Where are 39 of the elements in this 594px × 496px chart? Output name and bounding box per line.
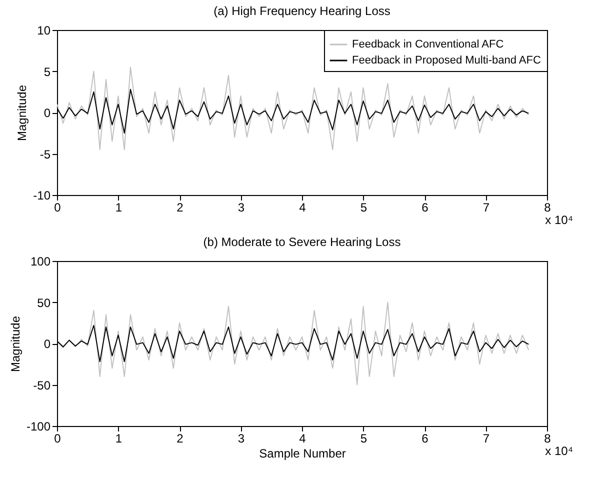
y-tick-label: 5 <box>44 64 51 79</box>
x-tick-label: 4 <box>299 200 306 214</box>
y-axis-title: Magnitude <box>15 84 30 142</box>
y-tick-label: 0 <box>44 106 51 120</box>
x-tick-label: 2 <box>176 432 184 446</box>
y-tick-label: 10 <box>37 24 51 38</box>
x-tick-label: 7 <box>482 432 490 446</box>
chart-title: (b) Moderate to Severe Hearing Loss <box>203 235 401 249</box>
x-tick-label: 3 <box>238 432 245 446</box>
x-tick-label: 3 <box>238 200 245 214</box>
text: x 10⁴ <box>545 444 573 458</box>
x-tick-label: 7 <box>482 200 490 214</box>
y-tick-label: -100 <box>26 420 51 434</box>
legend-label: Feedback in Conventional AFC <box>352 38 504 50</box>
y-tick-label: -10 <box>33 188 51 202</box>
x-tick-label: 8 <box>544 432 552 446</box>
x-tick-label: 8 <box>544 200 552 214</box>
line-series <box>57 302 530 386</box>
x-tick-label: 4 <box>299 432 306 446</box>
x-tick-label: 6 <box>422 200 429 214</box>
text: x 10⁴ <box>545 213 573 227</box>
x-tick-label: 1 <box>115 200 122 214</box>
y-tick-label: 100 <box>30 254 51 268</box>
x-axis-title: Sample Number <box>259 446 346 460</box>
chart-title: (a) High Frequency Hearing Loss <box>214 4 390 18</box>
y-tick-label: 0 <box>44 337 51 351</box>
x-tick-label: 2 <box>176 200 184 214</box>
y-tick-label: 50 <box>37 296 51 310</box>
x-tick-label: 0 <box>54 200 62 214</box>
x-tick-label: 6 <box>422 432 429 446</box>
x-tick-label: 0 <box>54 432 62 446</box>
y-tick-label: -5 <box>40 147 51 162</box>
x-tick-label: 5 <box>360 432 368 446</box>
line-series <box>57 66 530 150</box>
x-tick-label: 5 <box>360 200 368 214</box>
legend-label: Feedback in Proposed Multi-band AFC <box>352 54 541 66</box>
x-tick-label: 1 <box>115 432 122 446</box>
y-tick-label: -50 <box>33 378 51 392</box>
y-axis-title: Magnitude <box>8 316 22 372</box>
